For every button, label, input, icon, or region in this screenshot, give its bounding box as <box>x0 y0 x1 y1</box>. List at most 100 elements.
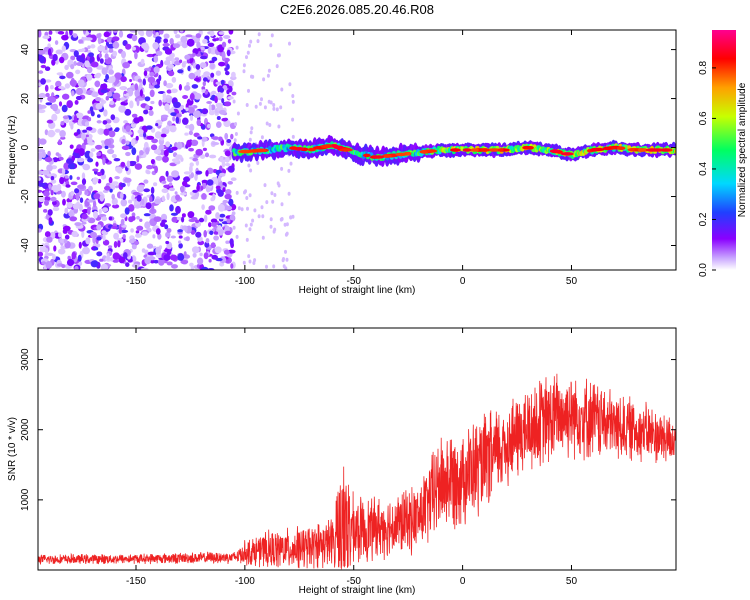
heatmap-noise-cell <box>131 194 135 202</box>
heatmap-noise-cell <box>81 213 88 220</box>
heatmap-noise-cell <box>205 238 210 244</box>
heatmap-noise-cell <box>96 171 102 177</box>
heatmap-noise-cell <box>178 84 182 91</box>
heatmap-noise-cell <box>42 35 50 40</box>
heatmap-noise-cell <box>197 257 204 265</box>
heatmap-noise-cell <box>225 156 230 163</box>
heatmap-noise-cell <box>180 192 187 196</box>
heatmap-noise-cell <box>97 178 102 184</box>
heatmap-noise-cell <box>141 231 148 236</box>
heatmap-noise-cell <box>70 123 74 130</box>
heatmap-noise-cell <box>40 78 46 85</box>
heatmap-peak-cell <box>381 154 392 158</box>
heatmap-noise-cell <box>247 88 250 93</box>
heatmap-noise-cell <box>190 229 196 235</box>
heatmap-noise-cell <box>55 49 63 55</box>
heatmap-noise-cell <box>287 168 291 173</box>
colorbar-gradient <box>712 30 736 270</box>
heatmap-noise-cell <box>123 120 128 124</box>
heatmap-noise-cell <box>257 214 261 219</box>
heatmap-noise-cell <box>288 41 291 46</box>
heatmap-noise-cell <box>235 45 239 50</box>
heatmap-noise-cell <box>148 85 154 89</box>
x-tick-label: 0 <box>460 576 466 587</box>
heatmap-noise-cell <box>183 171 191 175</box>
heatmap-noise-cell <box>190 195 199 200</box>
heatmap-noise-cell <box>139 150 144 156</box>
y-tick-label: 1000 <box>20 488 31 511</box>
heatmap-noise-cell <box>108 245 113 249</box>
heatmap-noise-cell <box>191 246 200 254</box>
heatmap-noise-cell <box>189 165 193 173</box>
heatmap-noise-cell <box>108 176 113 184</box>
heatmap-peak-cell <box>616 146 626 150</box>
heatmap-noise-cell <box>113 158 121 162</box>
heatmap-noise-cell <box>211 136 219 140</box>
heatmap-noise-cell <box>221 41 227 48</box>
heatmap-noise-cell <box>46 236 53 243</box>
heatmap-noise-cell <box>83 30 86 35</box>
heatmap-peak-cell <box>590 148 598 152</box>
heatmap-noise-cell <box>146 170 151 175</box>
heatmap-noise-cell <box>169 125 177 133</box>
heatmap-noise-cell <box>163 254 171 261</box>
heatmap-noise-cell <box>202 147 207 152</box>
heatmap-noise-cell <box>200 46 205 51</box>
heatmap-noise-cell <box>185 34 193 38</box>
heatmap-noise-cell <box>162 92 167 101</box>
heatmap-noise-cell <box>59 75 66 80</box>
heatmap-noise-cell <box>82 129 87 133</box>
heatmap-noise-cell <box>155 155 163 161</box>
heatmap-noise-cell <box>113 232 119 240</box>
heatmap-noise-cell <box>272 264 276 269</box>
heatmap-noise-cell <box>50 85 54 90</box>
y-tick-label: 3000 <box>20 348 31 371</box>
heatmap-noise-cell <box>155 50 163 56</box>
heatmap-noise-cell <box>171 76 177 83</box>
heatmap-noise-cell <box>270 191 274 196</box>
heatmap-noise-cell <box>58 101 63 107</box>
heatmap-noise-cell <box>134 89 140 98</box>
heatmap-noise-cell <box>160 213 168 222</box>
heatmap-noise-cell <box>172 43 180 49</box>
heatmap-noise-cell <box>68 211 74 217</box>
heatmap-noise-cell <box>208 103 212 112</box>
heatmap-noise-cell <box>178 240 182 244</box>
heatmap-noise-cell <box>289 161 293 166</box>
heatmap-noise-cell <box>183 176 190 183</box>
heatmap-noise-cell <box>249 222 253 227</box>
heatmap-noise-cell <box>224 205 233 211</box>
heatmap-noise-cell <box>244 223 248 228</box>
heatmap-noise-cell <box>191 217 198 220</box>
heatmap-noise-cell <box>47 209 53 216</box>
heatmap-noise-cell <box>137 129 144 135</box>
heatmap-noise-cell <box>215 212 220 220</box>
heatmap-noise-cell <box>133 241 140 245</box>
heatmap-noise-cell <box>182 117 189 125</box>
heatmap-noise-cell <box>234 132 238 136</box>
heatmap-noise-cell <box>72 203 80 210</box>
heatmap-noise-cell <box>164 60 171 66</box>
heatmap-noise-cell <box>71 251 77 260</box>
x-tick-label: 50 <box>566 576 578 587</box>
heatmap-noise-cell <box>184 85 191 91</box>
heatmap-noise-cell <box>272 229 276 234</box>
heatmap-noise-cell <box>85 237 91 245</box>
heatmap-noise-cell <box>209 30 215 37</box>
heatmap-noise-cell <box>195 33 202 39</box>
colorbar-label: Normalized spectral amplitude <box>737 82 748 217</box>
colorbar-ticks: 0.0 0.2 0.4 0.6 0.8 <box>698 61 716 277</box>
heatmap-noise-cell <box>187 106 195 114</box>
heatmap-noise-cell <box>230 133 234 140</box>
heatmap-noise-cell <box>170 112 177 116</box>
heatmap-noise-cell <box>254 104 258 109</box>
heatmap-noise-cell <box>226 89 230 95</box>
heatmap-noise-cell <box>95 103 103 110</box>
heatmap-noise-cell <box>260 205 264 210</box>
heatmap-noise-cell <box>155 30 160 33</box>
heatmap-noise-cell <box>201 108 209 115</box>
heatmap-noise-cell <box>270 33 274 38</box>
x-tick-label: -100 <box>235 576 255 587</box>
figure-title: C2E6.2026.085.20.46.R08 <box>280 2 434 17</box>
heatmap-noise-cell <box>227 96 234 100</box>
